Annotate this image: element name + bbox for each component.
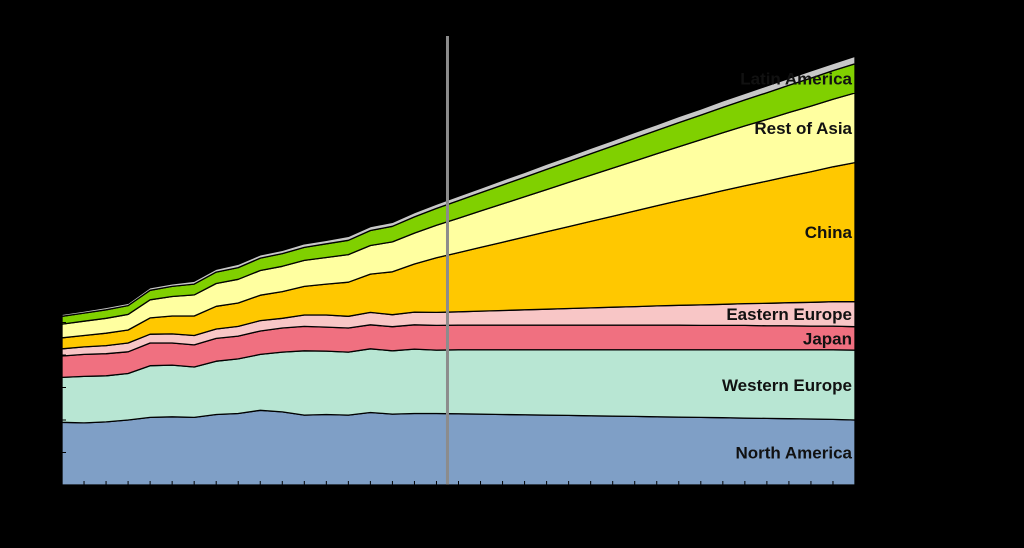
axes <box>61 29 856 486</box>
series-labels: North America Western Europe Japan Eastern … <box>722 69 853 462</box>
area-layers <box>62 55 855 486</box>
label-eastern-europe: Eastern Europe <box>726 305 852 324</box>
label-latin-america: Latin America <box>740 69 852 88</box>
label-north-america: North America <box>735 444 852 463</box>
label-china: China <box>805 223 853 242</box>
label-japan: Japan <box>803 329 852 348</box>
label-rest-of-asia: Rest of Asia <box>754 119 852 138</box>
area-other <box>62 55 855 317</box>
label-western-europe: Western Europe <box>722 376 852 395</box>
